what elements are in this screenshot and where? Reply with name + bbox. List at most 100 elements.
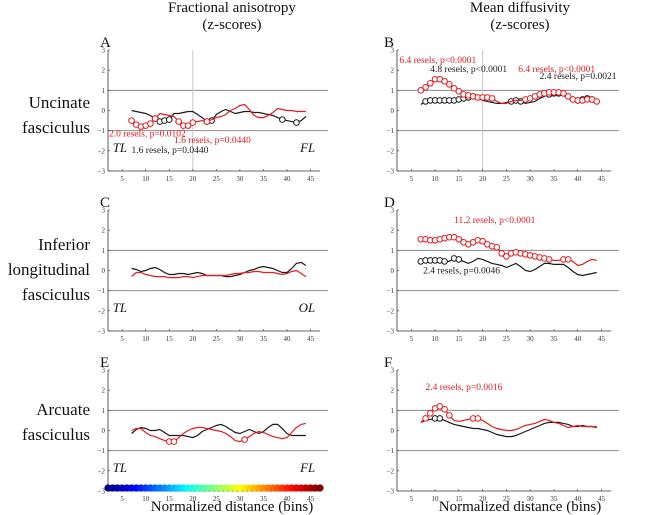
x-tick-label: 15: [455, 175, 463, 183]
series-marker-red: [545, 256, 553, 263]
panel-letter: D: [384, 195, 395, 211]
annotation-label: 2.4 resels, p=0.0016: [426, 383, 503, 393]
y-tick-label: 2: [391, 227, 395, 235]
column-title-md-line2: (z-scores): [490, 17, 549, 33]
series-marker-red: [488, 95, 496, 102]
x-tick-label: 45: [307, 175, 315, 183]
x-tick-label: 20: [189, 495, 197, 503]
x-tick-label: 45: [598, 335, 606, 343]
x-tick-label: 10: [432, 175, 440, 183]
x-axis-label-right: Normalized distance (bins): [439, 499, 601, 515]
y-tick-label: 0: [102, 427, 106, 435]
x-tick-label: 25: [213, 495, 221, 503]
x-tick-label: 45: [307, 335, 315, 343]
annotation-label: 11.2 resels, p<0.0001: [454, 216, 536, 226]
series-marker-black: [165, 116, 173, 123]
x-tick-label: 10: [142, 175, 150, 183]
x-tick-label: 30: [527, 335, 535, 343]
series-marker-red: [151, 115, 159, 122]
y-tick-label: −2: [98, 147, 106, 155]
series-marker-red: [175, 118, 182, 125]
x-tick-label: 40: [574, 335, 582, 343]
y-tick-label: 0: [391, 427, 395, 435]
x-tick-label: 35: [260, 495, 268, 503]
series-marker-red: [441, 406, 448, 413]
series-marker-red: [203, 118, 211, 125]
annotation-label: 6.4 resels, p<0.0001: [518, 65, 595, 75]
y-tick-label: 1: [391, 87, 395, 95]
x-tick-label: 45: [307, 495, 315, 503]
end-label-left: TL: [113, 460, 127, 475]
end-label-left: TL: [113, 140, 127, 155]
x-tick-label: 25: [503, 175, 511, 183]
series-marker-red: [241, 436, 248, 443]
column-title-fa-line1: Fractional anisotropy: [168, 0, 296, 16]
series-marker-red: [426, 79, 434, 87]
series-line-black: [420, 417, 597, 438]
x-tick-label: 10: [142, 335, 150, 343]
y-tick-label: 0: [102, 267, 106, 275]
y-tick-label: −1: [387, 127, 395, 135]
y-tick-label: −2: [98, 467, 106, 475]
series-line-red: [131, 422, 307, 443]
x-tick-label: 25: [213, 335, 221, 343]
panel-letter: A: [100, 35, 111, 51]
x-tick-label: 30: [236, 495, 244, 503]
annotation-label: 1.6 resels, p=0.0440: [174, 136, 251, 146]
annotation-label: 6.4 resels, p<0.0001: [399, 56, 476, 66]
end-label-right: OL: [299, 300, 316, 315]
series-marker-red: [493, 244, 501, 251]
x-tick-label: 40: [284, 495, 292, 503]
series-marker-red: [436, 403, 444, 410]
series-marker-red: [417, 87, 425, 94]
x-tick-label: 35: [260, 175, 268, 183]
x-tick-label: 30: [236, 335, 244, 343]
x-tick-label: 25: [213, 175, 221, 183]
annotation-label: 2.4 resels, p=0.0021: [540, 72, 617, 82]
x-tick-label: 35: [550, 495, 558, 503]
y-tick-label: 3: [102, 47, 106, 55]
y-tick-label: −2: [387, 467, 395, 475]
y-tick-label: −1: [98, 447, 106, 455]
annotation-label: 2.0 resels, p=0.0102: [109, 130, 186, 140]
y-tick-label: 1: [391, 247, 395, 255]
x-tick-label: 35: [550, 335, 558, 343]
x-tick-label: 20: [189, 335, 197, 343]
series-marker-red: [455, 235, 463, 243]
x-tick-label: 25: [503, 495, 511, 503]
x-tick-label: 30: [236, 175, 244, 183]
x-tick-label: 20: [479, 495, 487, 503]
series-marker-red: [426, 410, 434, 417]
row-title-ilf-line1: Inferior: [38, 235, 90, 254]
series-marker-red: [450, 85, 458, 92]
series-marker-black: [436, 415, 444, 422]
y-tick-label: −3: [387, 168, 395, 176]
series-line-black: [420, 257, 597, 277]
y-tick-label: 3: [391, 207, 395, 215]
panel-letter: E: [100, 355, 109, 371]
row-title-uncinate-line2: fasciculus: [22, 118, 90, 137]
x-tick-label: 45: [598, 495, 606, 503]
series-marker-red: [560, 90, 567, 97]
y-tick-label: 0: [391, 267, 395, 275]
y-tick-label: 1: [102, 407, 106, 415]
x-tick-label: 40: [574, 175, 582, 183]
x-tick-label: 15: [455, 495, 463, 503]
y-tick-label: −3: [98, 168, 106, 176]
series-line-red: [131, 103, 306, 128]
y-tick-label: 1: [391, 407, 395, 415]
series-marker-red: [189, 119, 197, 126]
series-marker-black: [441, 258, 448, 265]
column-title-md-line1: Mean diffusivity: [470, 0, 571, 16]
series-marker-red: [593, 98, 601, 105]
series-marker-red: [422, 415, 429, 422]
series-marker-black: [279, 116, 286, 123]
end-label-left: TL: [113, 300, 127, 315]
series-marker-red: [498, 250, 505, 257]
x-tick-label: 15: [166, 175, 174, 183]
x-tick-label: 45: [598, 175, 606, 183]
